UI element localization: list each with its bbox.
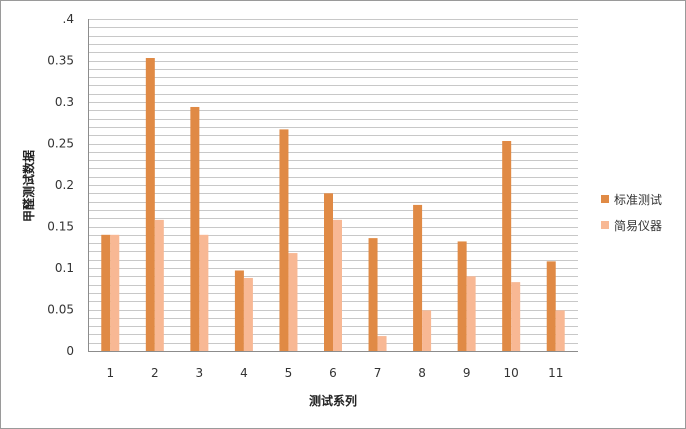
- bar-simple-4: [243, 277, 253, 351]
- bar-simple-9: [466, 276, 476, 351]
- x-tick-label: 6: [329, 366, 337, 380]
- x-tick-label: 2: [151, 366, 159, 380]
- bar-standard-10: [502, 141, 512, 351]
- bar-standard-5: [279, 129, 289, 351]
- bar-standard-11: [546, 261, 556, 351]
- bar-simple-3: [199, 234, 209, 351]
- y-tick-label: 0: [66, 344, 74, 358]
- bar-simple-2: [154, 219, 164, 351]
- bar-standard-4: [234, 270, 244, 351]
- bar-simple-8: [422, 310, 432, 351]
- bar-standard-2: [145, 58, 155, 351]
- legend-swatch: [601, 221, 609, 229]
- x-tick-label: 5: [285, 366, 293, 380]
- bar-standard-7: [368, 238, 378, 351]
- bar-simple-1: [110, 234, 120, 351]
- legend-label: 标准测试: [614, 192, 662, 207]
- y-axis-ticks: 0 0.05 0.1 0.15 0.2 0.25 0.3 0.35 .4: [47, 12, 74, 358]
- legend-swatch: [601, 195, 609, 203]
- bar-standard-8: [413, 204, 423, 351]
- y-tick-label: 0.05: [47, 303, 74, 317]
- x-tick-label: 4: [240, 366, 248, 380]
- bar-standard-9: [457, 241, 467, 351]
- x-tick-label: 11: [548, 366, 563, 380]
- y-tick-label: 0.25: [47, 137, 74, 151]
- x-axis-ticks: 1 2 3 4 5 6 7 8 9 10 11: [106, 366, 563, 380]
- x-tick-label: 8: [418, 366, 426, 380]
- bar-standard-1: [101, 234, 111, 351]
- bar-simple-11: [555, 310, 565, 351]
- x-axis-title: 测试系列: [309, 393, 357, 408]
- bar-standard-3: [190, 106, 200, 351]
- x-tick-label: 10: [504, 366, 519, 380]
- x-tick-label: 3: [196, 366, 204, 380]
- y-tick-label: 0.15: [47, 220, 74, 234]
- y-tick-label: 0.35: [47, 54, 74, 68]
- bar-simple-6: [333, 219, 342, 351]
- legend-label: 简易仪器: [614, 219, 662, 233]
- y-tick-label: 0.1: [55, 261, 74, 275]
- bars: [101, 58, 565, 351]
- bar-standard-6: [324, 193, 333, 351]
- x-tick-label: 7: [374, 366, 382, 380]
- x-tick-label: 9: [463, 366, 471, 380]
- y-tick-label: 0.3: [55, 95, 74, 109]
- bar-simple-7: [377, 336, 387, 351]
- y-tick-label: 0.2: [55, 178, 74, 192]
- y-axis-title: 甲醛测试数据: [21, 150, 36, 222]
- bar-simple-5: [288, 253, 298, 351]
- y-tick-label: .4: [63, 12, 74, 26]
- x-tick-label: 1: [106, 366, 114, 380]
- bar-simple-10: [511, 282, 521, 351]
